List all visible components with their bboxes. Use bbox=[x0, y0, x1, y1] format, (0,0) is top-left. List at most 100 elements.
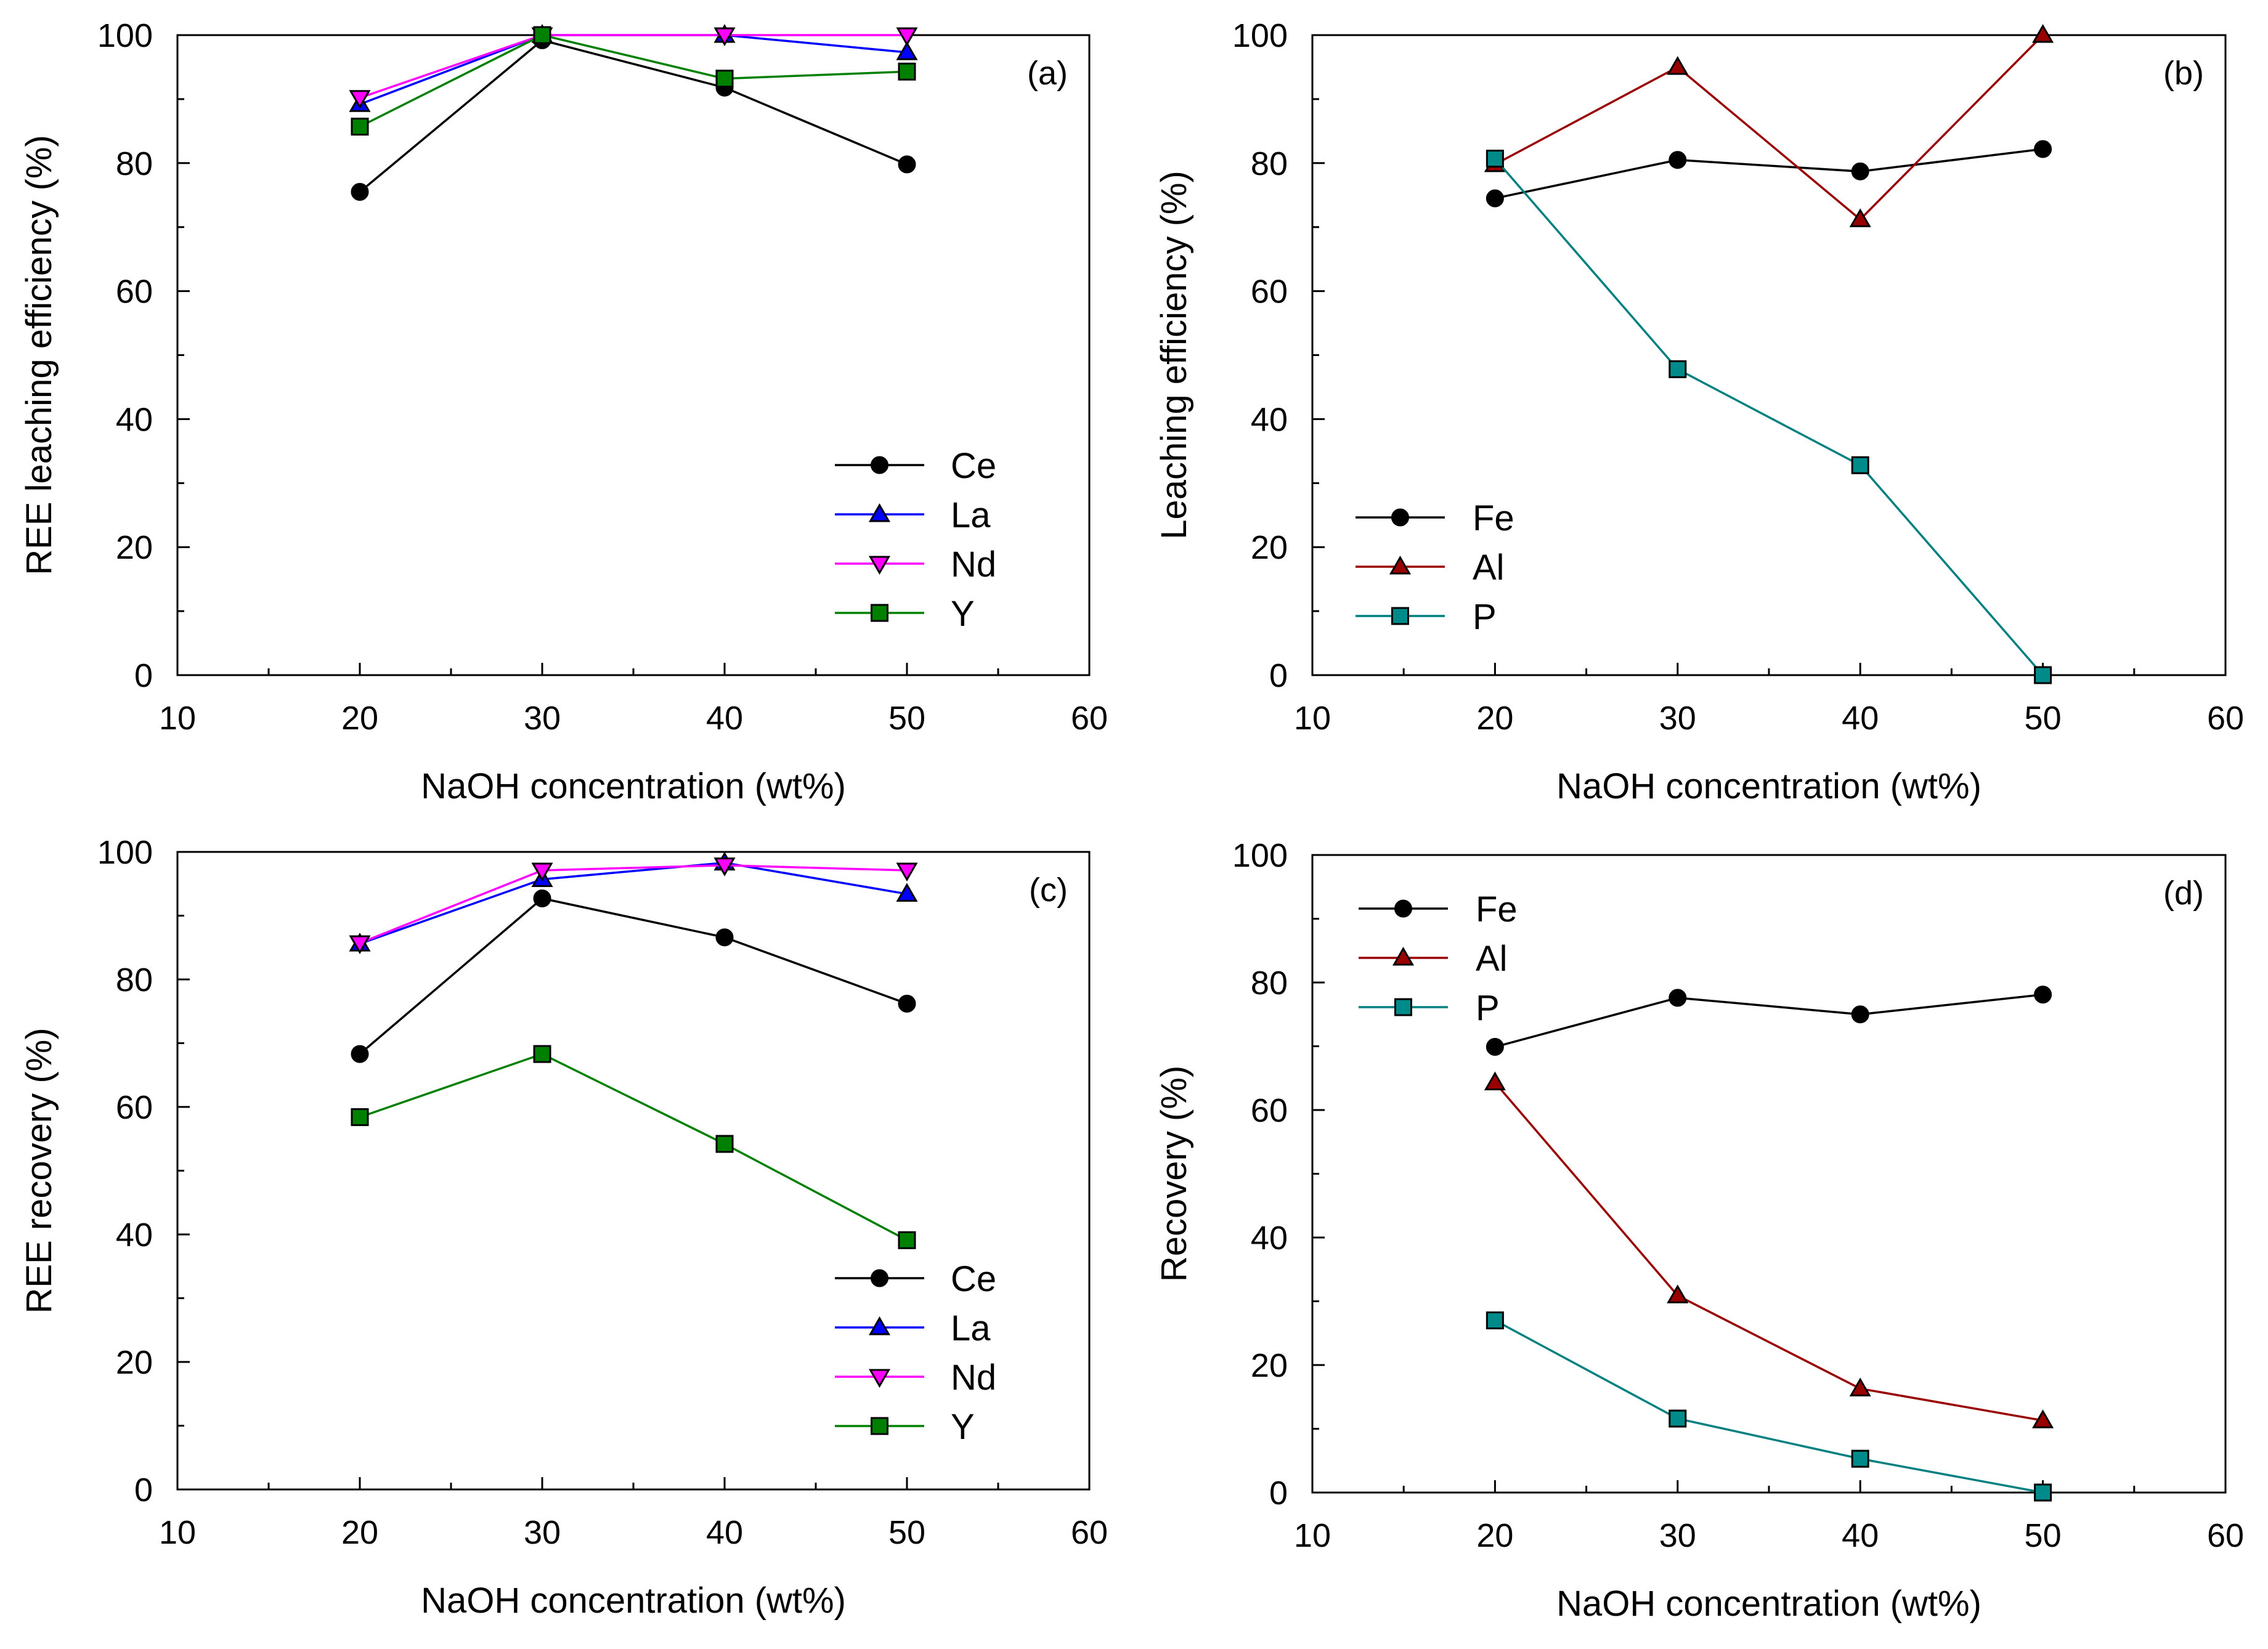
y-tick-label: 0 bbox=[134, 657, 153, 694]
data-point bbox=[1849, 208, 1871, 227]
y-tick-label: 100 bbox=[1232, 17, 1288, 54]
x-tick-label: 20 bbox=[1476, 1517, 1513, 1554]
data-point bbox=[1486, 1311, 1504, 1330]
series-ce bbox=[351, 889, 916, 1063]
x-tick-label: 10 bbox=[159, 700, 196, 737]
series-line bbox=[1494, 158, 2044, 676]
chart-panel-a: 10 20 30 40 50 60 0 20 40 60 80 100 NaOH concentrati… bbox=[19, 17, 1108, 806]
data-point bbox=[896, 883, 918, 902]
series-y bbox=[351, 1045, 916, 1249]
series-nd bbox=[349, 27, 918, 109]
y-tick-label: 60 bbox=[116, 1089, 153, 1126]
x-tick-label: 20 bbox=[1476, 700, 1513, 737]
series-line bbox=[359, 864, 908, 944]
series-line bbox=[359, 39, 908, 193]
legend-label: Fe bbox=[1473, 498, 1514, 538]
y-tick-label: 60 bbox=[1251, 1092, 1288, 1129]
y-tick-label: 100 bbox=[97, 17, 153, 54]
legend-marker bbox=[1389, 556, 1412, 575]
plot-frame bbox=[1311, 34, 2227, 676]
legend: Ce La Nd Y bbox=[835, 1259, 996, 1447]
data-point bbox=[898, 155, 916, 174]
series-line bbox=[1494, 993, 2043, 1048]
y-tick-label: 0 bbox=[134, 1472, 153, 1509]
data-point bbox=[1668, 1409, 1687, 1428]
y-tick-label: 60 bbox=[116, 273, 153, 310]
data-point bbox=[1668, 151, 1687, 169]
panel-label: (c) bbox=[1029, 872, 1068, 909]
data-point bbox=[349, 935, 371, 954]
data-point bbox=[1851, 1005, 1869, 1024]
series-al bbox=[1484, 24, 2054, 227]
y-axis-title: REE leaching efficiency (%) bbox=[19, 135, 59, 575]
data-point bbox=[713, 27, 736, 46]
data-point bbox=[1851, 162, 1869, 180]
panel-label: (a) bbox=[1027, 55, 1068, 92]
y-tick-label: 80 bbox=[116, 145, 153, 182]
y-axis-title: Recovery (%) bbox=[1154, 1066, 1194, 1282]
chart-panel-d: 10 20 30 40 50 60 0 20 40 60 80 100 NaOH concentrati… bbox=[1154, 837, 2244, 1624]
data-point bbox=[1668, 989, 1687, 1007]
y-tick-label: 20 bbox=[1251, 529, 1288, 566]
legend-marker bbox=[1391, 508, 1409, 527]
legend-label: Al bbox=[1476, 939, 1508, 979]
data-point bbox=[898, 1231, 916, 1249]
series-al bbox=[1484, 1071, 2054, 1428]
y-tick-label: 80 bbox=[1251, 145, 1288, 182]
x-tick-label: 50 bbox=[888, 700, 925, 737]
series-ce bbox=[351, 31, 916, 201]
y-tick-label: 20 bbox=[116, 1344, 153, 1381]
legend-label: Fe bbox=[1476, 889, 1518, 930]
series-la bbox=[349, 24, 918, 112]
data-point bbox=[896, 27, 918, 46]
data-point bbox=[896, 41, 918, 60]
legend-label: Nd bbox=[951, 1358, 996, 1398]
legend-marker bbox=[868, 1369, 891, 1388]
series-line bbox=[359, 34, 908, 128]
x-tick-label: 40 bbox=[1842, 1517, 1879, 1554]
data-point bbox=[1667, 55, 1689, 75]
chart-panel-b: 10 20 30 40 50 60 0 20 40 60 80 100 NaOH concentrati… bbox=[1154, 17, 2244, 806]
data-point bbox=[2034, 986, 2052, 1004]
legend-marker bbox=[1394, 998, 1412, 1016]
y-tick-label: 80 bbox=[1251, 965, 1288, 1002]
x-tick-label: 30 bbox=[1659, 1517, 1696, 1554]
legend-label: Y bbox=[951, 1407, 975, 1447]
series-line bbox=[359, 861, 908, 945]
legend-marker bbox=[1391, 607, 1409, 625]
y-tick-label: 40 bbox=[116, 401, 153, 438]
data-point bbox=[2034, 140, 2052, 158]
data-point bbox=[349, 90, 371, 109]
data-point bbox=[351, 118, 369, 136]
data-point bbox=[1486, 189, 1504, 208]
x-tick-label: 50 bbox=[888, 1514, 925, 1551]
data-point bbox=[898, 994, 916, 1013]
data-point bbox=[1486, 1038, 1504, 1056]
x-axis-title: NaOH concentration (wt%) bbox=[1556, 1584, 1981, 1624]
series-fe bbox=[1486, 986, 2052, 1056]
legend-marker bbox=[868, 556, 891, 575]
y-tick-label: 100 bbox=[1232, 837, 1288, 874]
x-tick-label: 60 bbox=[2207, 1517, 2244, 1554]
y-tick-label: 60 bbox=[1251, 273, 1288, 310]
data-point bbox=[1484, 1071, 1506, 1091]
data-point bbox=[715, 1135, 734, 1153]
y-tick-label: 40 bbox=[1251, 401, 1288, 438]
y-tick-label: 80 bbox=[116, 962, 153, 999]
data-point bbox=[715, 70, 734, 88]
legend-label: Ce bbox=[951, 1259, 996, 1299]
series-line bbox=[1495, 148, 2043, 200]
panel-label: (b) bbox=[2163, 55, 2204, 92]
legend-label: Al bbox=[1473, 548, 1505, 588]
series-line bbox=[359, 1053, 908, 1241]
data-point bbox=[533, 1045, 551, 1063]
legend-marker bbox=[871, 456, 888, 474]
x-tick-label: 30 bbox=[524, 1514, 561, 1551]
x-tick-label: 40 bbox=[1842, 700, 1879, 737]
data-point bbox=[351, 183, 369, 201]
y-tick-label: 0 bbox=[1269, 657, 1288, 694]
data-point bbox=[2034, 666, 2052, 684]
legend-marker bbox=[868, 503, 891, 522]
y-tick-label: 40 bbox=[116, 1217, 153, 1254]
